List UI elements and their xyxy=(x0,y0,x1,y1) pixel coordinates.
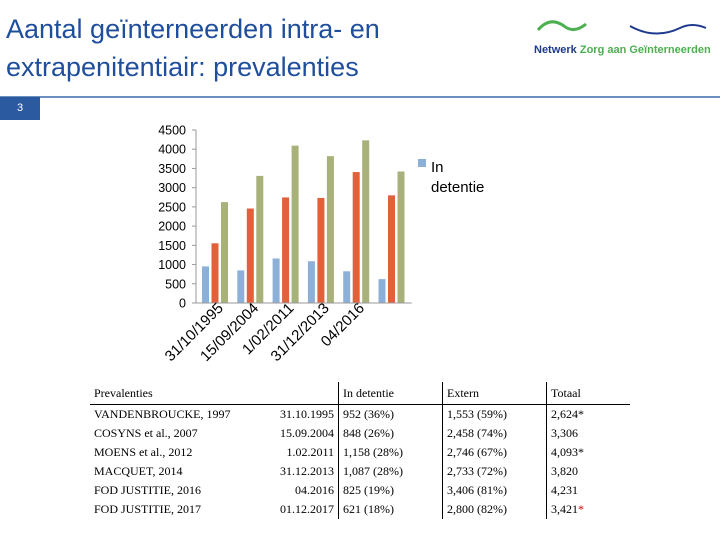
table-row: COSYNS et al., 2007 15.09.2004 848 (26%)… xyxy=(90,424,630,443)
bar-extern xyxy=(388,195,395,303)
totaal-value: 3,820 xyxy=(551,464,578,478)
y-tick-label: 1500 xyxy=(158,239,186,253)
title-line-1: Aantal geïnterneerden intra- en xyxy=(6,14,380,44)
totaal-mark: * xyxy=(578,407,584,421)
y-tick-label: 3000 xyxy=(158,181,186,195)
prevalence-table: Prevalenties In detentie Extern Totaal V… xyxy=(90,382,630,519)
header-in-detentie: In detentie xyxy=(338,382,443,405)
bar-in-detentie xyxy=(343,271,351,303)
cell-extern: 1,553 (59%) xyxy=(442,404,547,424)
bar-extern xyxy=(282,197,290,303)
y-tick-label: 0 xyxy=(179,297,186,311)
bar-totaal xyxy=(397,171,405,303)
cell-study: MOENS et al., 2012 xyxy=(94,445,193,459)
logo-text-network: Netwerk xyxy=(534,44,580,56)
y-tick-label: 2000 xyxy=(158,220,186,234)
cell-date: 04.2016 xyxy=(295,483,334,497)
bar-in-detentie xyxy=(202,266,209,303)
legend-label-line1: In xyxy=(431,159,444,176)
bar-extern xyxy=(317,197,325,303)
table-row: FOD JUSTITIE, 2016 04.2016 825 (19%) 3,4… xyxy=(90,481,630,500)
totaal-mark: * xyxy=(578,502,584,516)
cell-totaal: 4,231 xyxy=(546,481,630,500)
totaal-mark: * xyxy=(578,445,584,459)
header-divider xyxy=(0,96,720,98)
logo-text-zorg: Zorg aan Geïnterneerden xyxy=(579,44,711,56)
bar-in-detentie xyxy=(237,270,245,303)
cell-date: 15.09.2004 xyxy=(280,426,334,440)
cell-detentie: 825 (19%) xyxy=(338,481,443,500)
totaal-value: 2,624 xyxy=(551,407,578,421)
chart-legend: In detentie xyxy=(418,159,484,196)
bar-series xyxy=(196,140,412,304)
y-axis: 0 500 1000 1500 2000 2500 3000 3500 4000 4500 xyxy=(158,124,197,311)
header-date xyxy=(262,382,339,405)
table-row: FOD JUSTITIE, 2017 01.12.2017 621 (18%) … xyxy=(90,500,630,519)
table-header-row: Prevalenties In detentie Extern Totaal xyxy=(90,382,630,405)
bar-extern xyxy=(352,172,360,303)
bar-totaal xyxy=(291,145,299,303)
cell-date: 31.10.1995 xyxy=(280,407,334,421)
cell-study: COSYNS et al., 2007 xyxy=(94,426,198,440)
header-totaal: Totaal xyxy=(546,382,630,405)
cell-extern: 3,406 (81%) xyxy=(442,481,547,500)
cell-detentie: 1,158 (28%) xyxy=(338,443,443,462)
totaal-value: 3,306 xyxy=(551,426,578,440)
cell-extern: 2,733 (72%) xyxy=(442,462,547,481)
title-line-2: extrapenitentiair: prevalenties xyxy=(6,52,359,82)
bar-in-detentie xyxy=(307,261,315,303)
cell-date: 31.12.2013 xyxy=(280,464,334,478)
cell-detentie: 621 (18%) xyxy=(338,500,443,519)
cell-extern: 2,746 (67%) xyxy=(442,443,547,462)
totaal-value: 4,093 xyxy=(551,445,578,459)
cell-date: 01.12.2017 xyxy=(280,502,334,516)
totaal-value: 4,231 xyxy=(551,483,578,497)
cell-extern: 2,458 (74%) xyxy=(442,424,547,443)
cell-date: 1.02.2011 xyxy=(286,445,334,459)
cell-totaal: 2,624* xyxy=(546,404,630,424)
y-tick-label: 3500 xyxy=(158,162,186,176)
bar-in-detentie xyxy=(378,279,386,303)
slide-number: 3 xyxy=(0,97,40,120)
y-tick-label: 2500 xyxy=(158,200,186,214)
bar-totaal xyxy=(256,175,264,303)
cell-detentie: 952 (36%) xyxy=(338,404,443,424)
bar-totaal xyxy=(362,140,370,303)
cell-study: VANDENBROUCKE, 1997 xyxy=(94,407,231,421)
cell-detentie: 848 (26%) xyxy=(338,424,443,443)
bar-totaal xyxy=(221,202,228,303)
table-row: MACQUET, 2014 31.12.2013 1,087 (28%) 2,7… xyxy=(90,462,630,481)
prevalence-bar-chart: 0 500 1000 1500 2000 2500 3000 3500 4000 4500 31/… xyxy=(158,124,484,365)
cell-study: FOD JUSTITIE, 2017 xyxy=(94,502,201,516)
page-title: Aantal geïnterneerden intra- en extrapen… xyxy=(6,10,506,86)
network-logo: Netwerk Zorg aan Geïnterneerden xyxy=(530,14,715,64)
y-tick-label: 500 xyxy=(165,277,186,291)
logo-text: Netwerk Zorg aan Geïnterneerden xyxy=(534,44,711,56)
cell-totaal: 3,421* xyxy=(546,500,630,519)
cell-totaal: 4,093* xyxy=(546,443,630,462)
legend-swatch-in-detentie xyxy=(418,159,426,167)
logo-swirl-icon xyxy=(536,20,707,35)
cell-study: FOD JUSTITIE, 2016 xyxy=(94,483,201,497)
totaal-value: 3,421 xyxy=(551,502,578,516)
bar-in-detentie xyxy=(272,258,280,303)
bar-totaal xyxy=(326,156,334,303)
y-tick-label: 1000 xyxy=(158,258,186,272)
header-prevalenties: Prevalenties xyxy=(90,382,262,405)
bar-extern xyxy=(211,243,219,303)
header-extern: Extern xyxy=(442,382,547,405)
cell-extern: 2,800 (82%) xyxy=(442,500,547,519)
x-axis-labels: 31/10/199515/09/20041/02/201131/12/20130… xyxy=(162,300,368,365)
bar-extern xyxy=(246,208,254,303)
legend-label-line2: detentie xyxy=(431,179,484,196)
table-row: MOENS et al., 2012 1.02.2011 1,158 (28%)… xyxy=(90,443,630,462)
table-row: VANDENBROUCKE, 1997 31.10.1995 952 (36%)… xyxy=(90,404,630,424)
cell-totaal: 3,820 xyxy=(546,462,630,481)
y-tick-label: 4500 xyxy=(158,124,186,138)
cell-study: MACQUET, 2014 xyxy=(94,464,183,478)
cell-totaal: 3,306 xyxy=(546,424,630,443)
y-tick-label: 4000 xyxy=(158,143,186,157)
cell-detentie: 1,087 (28%) xyxy=(338,462,443,481)
